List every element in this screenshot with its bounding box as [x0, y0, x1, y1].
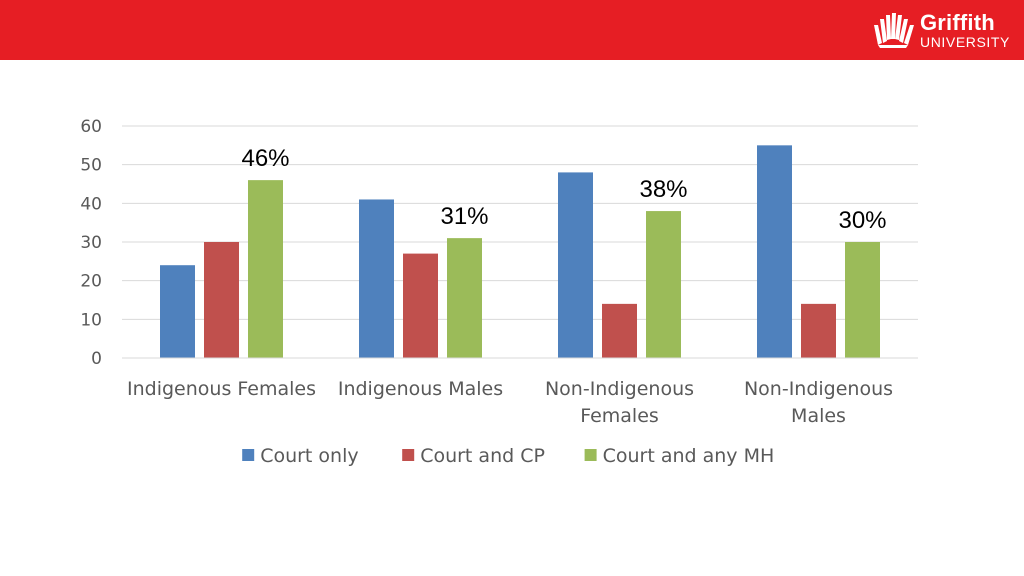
bar-court-only-3 [757, 145, 792, 358]
data-label-percent: 46% [241, 145, 289, 172]
legend-label: Court and CP [420, 445, 545, 467]
data-label-percent: 30% [838, 207, 886, 234]
y-tick-label: 0 [91, 349, 102, 369]
y-tick-label: 40 [80, 194, 102, 214]
bar-court-and-any-mh-3 [845, 242, 880, 358]
x-category-label: Females [580, 405, 659, 427]
logo-subtitle: UNIVERSITY [919, 33, 1010, 50]
x-category-label: Indigenous Females [127, 378, 316, 400]
bar-court-and-any-mh-2 [646, 211, 681, 358]
y-tick-label: 20 [80, 272, 102, 292]
y-tick-label: 60 [80, 117, 102, 137]
data-label-percent: 38% [639, 176, 687, 203]
bar-court-and-cp-2 [602, 303, 637, 358]
y-tick-label: 10 [80, 310, 102, 330]
y-tick-label: 50 [80, 156, 102, 176]
x-category-label: Non-Indigenous [545, 378, 694, 400]
bar-court-and-any-mh-0 [248, 180, 283, 358]
bar-court-only-0 [160, 265, 195, 358]
bar-court-and-cp-0 [204, 242, 239, 358]
logo-name: Griffith [919, 9, 995, 35]
x-category-label: Males [791, 405, 846, 427]
griffith-logo-icon [873, 13, 914, 48]
legend-swatch [584, 449, 597, 461]
x-category-label: Indigenous Males [338, 378, 503, 400]
griffith-logo: Griffith UNIVERSITY [872, 10, 1010, 50]
data-label-percent: 31% [440, 203, 488, 230]
bar-court-and-any-mh-1 [447, 238, 482, 358]
legend-label: Court and any MH [603, 445, 775, 467]
bar-court-and-cp-3 [801, 303, 836, 358]
bar-court-only-2 [558, 172, 593, 358]
x-category-label: Non-Indigenous [744, 378, 893, 400]
bar-court-and-cp-1 [403, 253, 438, 358]
legend-swatch [242, 449, 255, 461]
header-banner [0, 0, 1024, 60]
y-tick-label: 30 [80, 233, 102, 253]
legend-swatch [402, 449, 415, 461]
legend-label: Court only [260, 445, 358, 467]
bar-court-only-1 [359, 199, 394, 358]
